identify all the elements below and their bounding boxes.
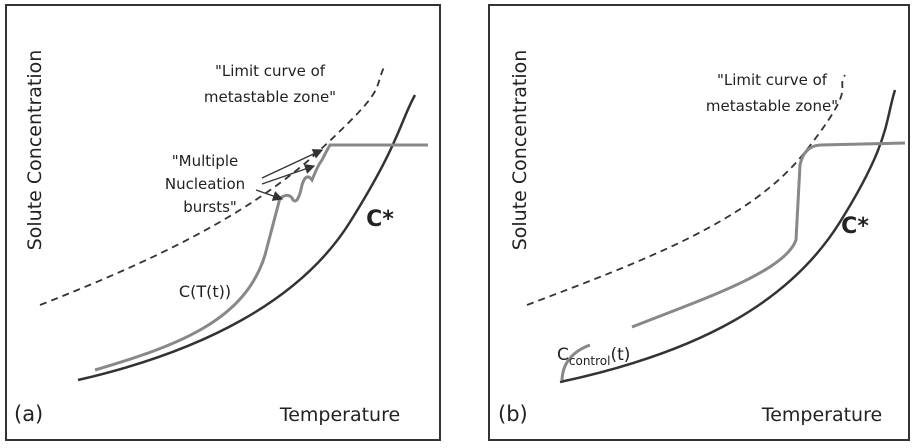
curve-label: Ccontrol(t)	[557, 345, 630, 368]
solubility-curve	[559, 89, 897, 384]
arrow	[255, 189, 284, 201]
limit-label: metastable zone"	[204, 88, 336, 106]
frame	[488, 4, 910, 441]
curve-label-suffix: (t)	[610, 345, 630, 365]
limit-label: "Limit curve of	[215, 62, 326, 80]
frame	[5, 4, 441, 441]
panel-b: Solute Concentration "Limit curve of met…	[488, 4, 910, 441]
limit-label: metastable zone"	[706, 97, 838, 115]
control-curve	[631, 141, 906, 329]
equilibrium-label: C*	[841, 214, 869, 239]
nucleation-label: bursts"	[183, 198, 237, 216]
concentration-curve	[94, 143, 428, 372]
panel-label: (a)	[14, 402, 43, 426]
x-axis-label: Temperature	[279, 404, 400, 426]
x-axis-label: Temperature	[761, 404, 882, 426]
equilibrium-label: C*	[366, 207, 394, 232]
curve-label-subscript: control	[569, 354, 611, 368]
solubility-curve	[77, 94, 417, 382]
arrow	[261, 164, 316, 185]
panel-label: (b)	[498, 402, 528, 426]
y-axis-label: Solute Concentration	[509, 50, 531, 251]
y-axis-label: Solute Concentration	[24, 50, 46, 251]
limit-label: "Limit curve of	[717, 71, 828, 89]
panel-a: Solute Concentration "Limit curve of met…	[5, 4, 441, 441]
nucleation-label: "Multiple	[172, 152, 238, 170]
curve-label: C(T(t))	[179, 282, 231, 301]
control-curve	[560, 343, 591, 381]
nucleation-label: Nucleation	[165, 175, 245, 193]
limit-curve	[526, 74, 846, 306]
curve-label-base: C	[557, 345, 569, 365]
limit-curve	[39, 64, 386, 306]
arrow	[261, 149, 324, 179]
